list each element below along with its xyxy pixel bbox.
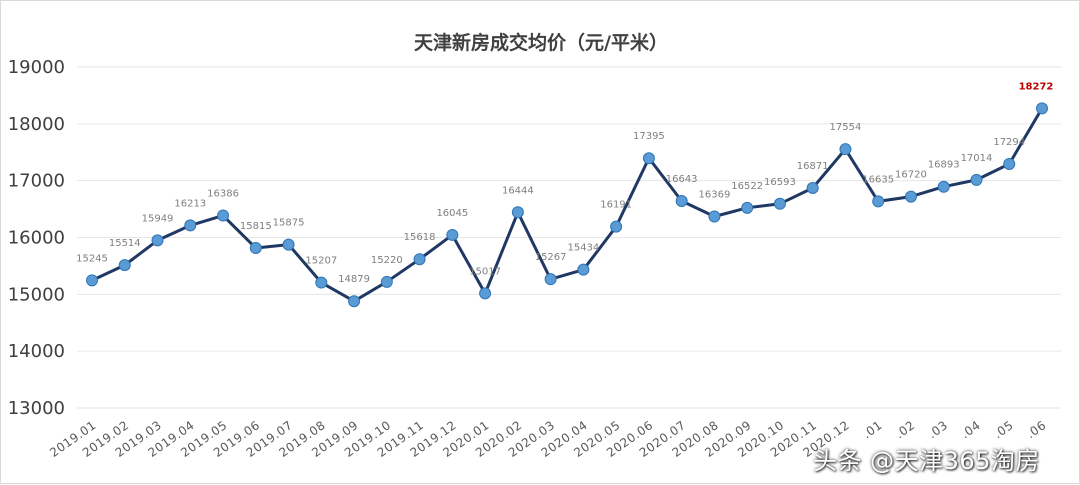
data-point: [642, 152, 655, 165]
y-tick-label: 19000: [8, 57, 65, 78]
data-label: 16522: [731, 181, 763, 192]
data-label-highlight: 18272: [1019, 81, 1054, 92]
data-point: [806, 181, 819, 194]
data-point: [282, 238, 295, 251]
data-point: [86, 274, 98, 287]
data-label: 16386: [207, 189, 239, 200]
data-point: [479, 287, 492, 300]
data-label: 15875: [273, 218, 305, 229]
data-point: [675, 194, 688, 207]
data-label: 16045: [436, 208, 468, 219]
data-point: [413, 253, 426, 266]
data-point: [708, 210, 721, 223]
data-point: [773, 197, 786, 210]
data-label: 16369: [699, 190, 731, 201]
x-tick-label: .03: [926, 418, 951, 441]
data-point: [315, 276, 328, 289]
data-point: [1036, 102, 1048, 115]
data-label: 15618: [404, 232, 436, 243]
data-point: [937, 180, 950, 193]
series-line: [91, 107, 1044, 303]
data-point: [904, 190, 917, 203]
data-point: [544, 273, 557, 286]
data-label: 15434: [567, 243, 599, 254]
data-point: [741, 201, 754, 214]
data-point: [577, 263, 590, 276]
data-markers: [86, 102, 1048, 308]
data-label: 15949: [142, 213, 174, 224]
data-label: 15017: [469, 266, 501, 277]
data-label: 16635: [862, 174, 894, 185]
data-label: 17554: [830, 122, 862, 133]
data-label: 15815: [240, 221, 272, 232]
data-point: [249, 242, 262, 255]
data-label: 16444: [502, 185, 534, 196]
y-tick-label: 17000: [8, 171, 65, 192]
data-label: 17294: [993, 137, 1025, 148]
data-point: [839, 143, 852, 156]
y-tick-label: 15000: [8, 284, 65, 305]
data-label: 16213: [174, 198, 206, 209]
x-tick-label: .06: [1024, 418, 1049, 441]
data-point: [151, 234, 164, 247]
data-point: [872, 195, 885, 208]
x-tick-label: .02: [893, 418, 918, 441]
data-label: 15220: [371, 255, 403, 266]
data-label: 16893: [928, 160, 960, 171]
data-label: 15207: [305, 256, 337, 267]
x-tick-label: .01: [860, 418, 885, 441]
x-tick-label: .05: [991, 418, 1016, 441]
data-point: [118, 259, 131, 272]
data-label: 14879: [338, 274, 370, 285]
watermark-text: 头条 @天津365淘房: [813, 447, 1040, 475]
chart-title: 天津新房成交均价（元/平米）: [414, 31, 668, 54]
data-label: 16593: [764, 177, 796, 188]
data-label: 16720: [895, 170, 927, 181]
data-label: 17014: [961, 153, 993, 164]
data-label: 15514: [109, 238, 141, 249]
gridlines: [77, 66, 1061, 409]
y-tick-label: 18000: [8, 114, 65, 135]
x-tick-label: .04: [958, 418, 983, 441]
y-axis-ticks: 13000 14000 15000 16000 17000 18000 19000: [8, 57, 65, 419]
data-point: [970, 173, 983, 186]
data-label: 16191: [600, 200, 632, 211]
data-label: 16871: [797, 161, 829, 172]
data-point: [511, 206, 524, 219]
data-label: 17395: [633, 131, 665, 142]
data-point: [446, 228, 459, 241]
data-point: [348, 295, 361, 308]
data-label: 15245: [76, 253, 108, 264]
data-point: [380, 275, 393, 288]
data-label: 15267: [535, 252, 567, 263]
data-point: [184, 219, 197, 232]
data-point: [1003, 157, 1016, 170]
data-label: 16643: [666, 174, 698, 185]
y-tick-label: 16000: [8, 228, 65, 249]
data-point: [217, 209, 230, 222]
data-point: [610, 220, 623, 233]
y-tick-label: 13000: [8, 398, 65, 419]
y-tick-label: 14000: [8, 341, 65, 362]
